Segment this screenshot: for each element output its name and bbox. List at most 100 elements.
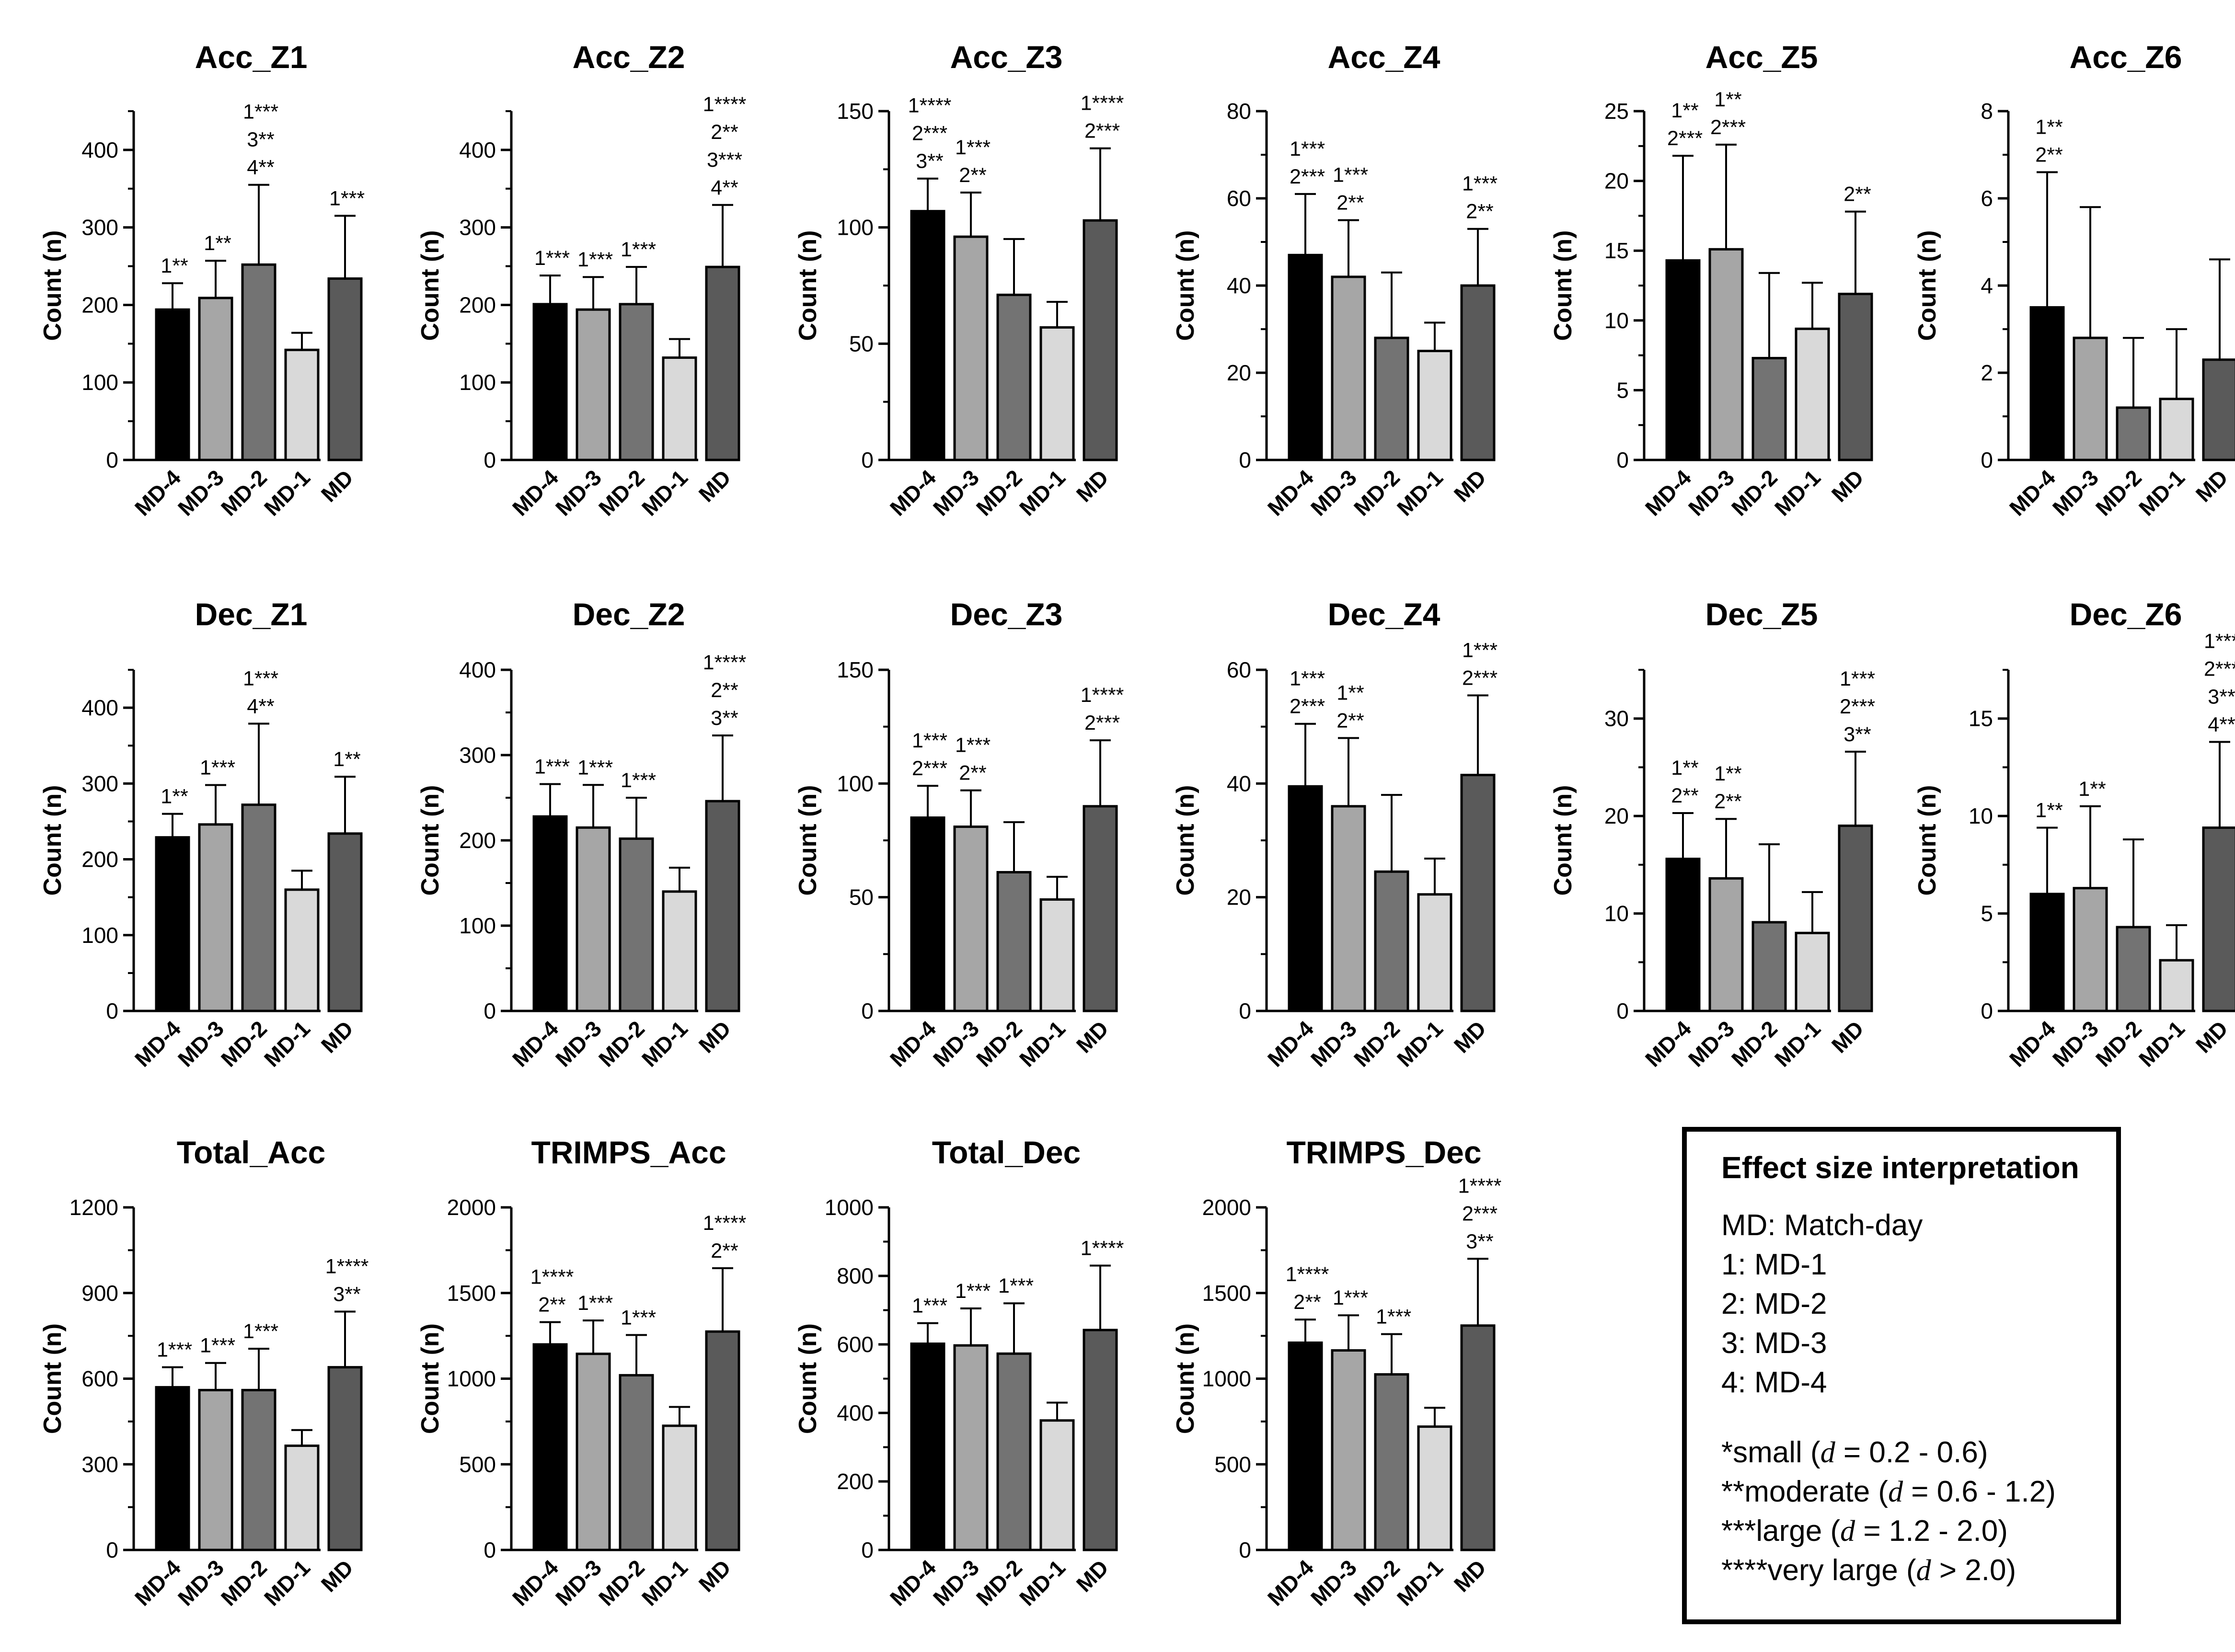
chart-acc-z5: Acc_Z5 Count (n) 0 5 10 15 20 25 1** 2*** MD-4 1** 2… [1549,39,1873,521]
effect-annotation: 2*** [1084,120,1120,143]
effect-annotation: 1** [161,785,188,808]
bar-md-3 [576,826,611,1012]
y-tick-label: 2000 [1202,1195,1251,1220]
x-tick-label: MD-4 [1640,465,1696,521]
y-tick-label: 10 [1969,803,1993,828]
y-tick-label: 800 [837,1263,874,1288]
effect-annotation: 2*** [1710,116,1746,139]
y-tick-label: 1200 [69,1195,118,1220]
effect-annotation: 2** [1466,200,1494,223]
effect-annotation: 1*** [1290,667,1325,690]
x-tick-label: MD [316,1555,358,1596]
effect-annotation: 3** [2208,686,2235,709]
y-tick-label: 1000 [825,1195,874,1220]
chart-title: TRIMPS_Acc [531,1135,726,1170]
bar-md-4 [532,303,568,461]
y-tick-label: 15 [1969,706,1993,731]
effect-annotation: 3** [1466,1230,1494,1253]
bar-md-4 [1665,858,1701,1012]
y-tick-label: 400 [81,138,118,162]
y-tick-label: 900 [81,1281,118,1306]
bar-md-2 [2116,406,2151,461]
x-tick-label: MD [2191,465,2233,506]
x-tick-label: MD-1 [1770,465,1825,520]
effect-annotation: 3** [247,128,275,151]
bar-md-1 [1417,350,1452,461]
bar-md [1083,1329,1118,1551]
x-tick-label: MD-4 [507,465,564,521]
x-tick-label: MD-1 [259,1555,315,1610]
x-tick-label: MD-1 [1392,1555,1448,1610]
y-tick-label: 0 [484,447,496,472]
x-tick-label: MD-4 [507,1016,564,1072]
bar-md-1 [1795,327,1830,461]
bar-md [1083,805,1118,1012]
effect-annotation: 1**** [703,93,747,116]
x-tick-label: MD-1 [1014,1555,1070,1610]
bar-md-4 [155,1386,190,1551]
effect-annotation: 1*** [243,101,278,124]
y-axis-label: Count (n) [794,1323,822,1434]
x-tick-label: MD-2 [1349,1555,1405,1610]
bar-md [327,832,363,1012]
effect-annotation: 2** [711,679,738,702]
bar-md-1 [1795,931,1830,1012]
bar-md-1 [662,1424,697,1551]
x-tick-label: MD-2 [1349,465,1405,520]
effect-annotation: 1*** [1840,667,1875,690]
bar-md-1 [1417,1425,1452,1551]
legend-box: Effect size interpretation MD: Match-day… [1682,1127,2121,1624]
y-axis-label: Count (n) [39,1323,67,1434]
y-tick-label: 2000 [447,1195,496,1220]
x-tick-label: MD [1827,1016,1868,1057]
x-tick-label: MD-4 [1263,1555,1319,1611]
y-tick-label: 0 [106,998,118,1023]
effect-annotation: 2*** [1290,695,1325,718]
y-tick-label: 100 [837,771,874,796]
effect-annotation: 1**** [1081,1237,1124,1260]
x-tick-label: MD-2 [2091,465,2146,520]
effect-annotation: 2*** [1462,666,1498,689]
y-tick-label: 25 [1604,99,1629,124]
y-tick-label: 0 [1981,447,1993,472]
y-tick-label: 8 [1981,99,1993,124]
bar-md-1 [284,348,320,461]
effect-annotation: 1*** [534,756,570,779]
y-tick-label: 400 [837,1400,874,1425]
chart-trimps-acc: TRIMPS_Acc Count (n) 0 500 1000 1500 2000 1****… [416,1135,747,1611]
y-tick-label: 10 [1604,308,1629,333]
y-tick-label: 0 [1981,998,1993,1023]
x-tick-label: MD [1449,1016,1491,1057]
x-tick-label: MD-2 [971,465,1027,520]
x-tick-label: MD [1449,465,1491,506]
effect-annotation: 1*** [157,1339,192,1362]
effect-annotation: 1** [204,232,231,255]
y-tick-label: 150 [837,99,874,124]
bar-md-2 [619,1374,654,1551]
effect-annotation: 4** [247,156,275,179]
y-tick-label: 200 [459,292,496,317]
bar-md-3 [1708,248,1744,461]
effect-annotation: 2** [959,762,987,785]
effect-annotation: 2** [959,164,987,187]
bar-md-4 [1288,253,1323,461]
y-tick-label: 200 [459,828,496,853]
bar-md-3 [1708,877,1744,1012]
bar-md-4 [1665,259,1701,461]
y-tick-label: 0 [484,998,496,1023]
x-tick-label: MD-4 [1263,465,1319,521]
x-tick-label: MD-3 [1683,1016,1739,1071]
x-tick-label: MD-2 [216,1555,272,1610]
legend-def-4: 4: MD-4 [1721,1366,1827,1399]
effect-annotation: 1**** [530,1266,574,1289]
y-tick-label: 0 [1616,447,1629,472]
y-tick-label: 1000 [1202,1366,1251,1391]
bar-md-3 [2073,887,2108,1012]
effect-annotation: 1*** [2204,630,2235,653]
bar-md [2202,826,2235,1012]
x-tick-label: MD-1 [259,1016,315,1071]
y-tick-label: 100 [459,370,496,395]
y-tick-label: 100 [81,370,118,395]
x-tick-label: MD-3 [1306,465,1361,520]
